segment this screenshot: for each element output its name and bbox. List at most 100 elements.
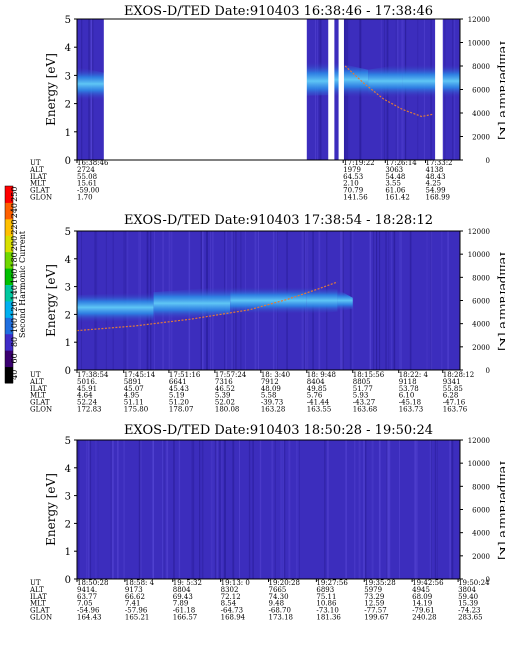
colorbar-tick-label: 80	[10, 337, 19, 347]
spectrum-streak	[178, 440, 181, 579]
temperature-tick-label: 4000	[472, 321, 490, 329]
orbit-value: 163.55	[307, 406, 332, 414]
colorbar-tick-label: 60	[10, 353, 19, 363]
orbit-value: 18:58: 4	[125, 579, 155, 587]
orbit-value: 5.39	[215, 392, 231, 400]
energy-tick-label: 0	[65, 366, 71, 377]
orbit-value: 9173	[125, 586, 143, 594]
orbit-value: 54.99	[426, 187, 446, 195]
spectrum-streak	[414, 440, 416, 579]
orbit-value: 10.86	[316, 600, 337, 608]
spectrogram-panel-3: EXOS-D/TED Date:910403 18:50:28 - 19:50:…	[29, 423, 505, 622]
orbit-value: 18: 3:40	[261, 371, 290, 379]
orbit-row-label: MLT	[30, 600, 46, 608]
energy-tick-label: 3	[65, 71, 71, 82]
orbit-value: 7665	[269, 586, 287, 594]
spectrum-streak	[386, 440, 388, 579]
spectrum-streak	[162, 440, 164, 579]
spectrum-streak	[110, 440, 112, 579]
orbit-value: 18: 9:48	[307, 371, 336, 379]
energy-tick-label: 4	[65, 464, 71, 475]
temperature-axis-label: Temperature [K]	[497, 250, 505, 351]
spectrum-streak	[415, 440, 417, 579]
colorbar-tick-label: 250	[10, 187, 19, 202]
orbit-value: 181.36	[316, 614, 341, 622]
orbit-value: 17:38:54	[77, 371, 109, 379]
orbit-value: 8.54	[221, 600, 237, 608]
spectrum-streak	[388, 231, 390, 370]
orbit-value: 2724	[77, 166, 95, 174]
temperature-tick-label: 8000	[472, 274, 490, 282]
orbit-value: 19:42:56	[412, 579, 444, 587]
orbit-value: 6641	[169, 378, 187, 386]
spectrum-streak	[166, 440, 169, 579]
orbit-value: 12.59	[364, 600, 384, 608]
spectrum-streak	[259, 440, 262, 579]
panel-title: EXOS-D/TED Date:910403 17:38:54 - 18:28:…	[124, 213, 433, 228]
orbit-value: 54.48	[385, 173, 405, 181]
temperature-tick-label: 10000	[468, 40, 490, 48]
spectrum-streak	[210, 440, 212, 579]
spectrum-streak	[451, 440, 454, 579]
orbit-value: 161.42	[385, 194, 410, 202]
data-gap	[103, 19, 307, 160]
temperature-trace	[77, 281, 338, 332]
orbit-value: 4.25	[426, 180, 442, 188]
orbit-row-label: ALT	[29, 378, 44, 386]
orbit-value: 19: 5:32	[173, 579, 202, 587]
temperature-tick-label: 0	[486, 157, 490, 165]
colorbar-segment	[5, 317, 13, 335]
orbit-value: 165.21	[125, 614, 150, 622]
orbit-value: 64.53	[343, 173, 363, 181]
orbit-value: 55.08	[77, 173, 97, 181]
colorbar-frame	[4, 185, 14, 384]
orbit-value: -73.10	[316, 607, 338, 615]
temperature-tick-label: 8000	[472, 63, 490, 71]
orbit-value: 55.85	[443, 385, 463, 393]
orbit-value: 53.78	[399, 385, 419, 393]
orbit-value: -59.00	[77, 187, 99, 195]
spectrum-streak	[117, 440, 119, 579]
spectrum-streak	[87, 440, 90, 579]
temperature-tick-label: 0	[486, 576, 490, 584]
plasma-band-segment	[153, 286, 231, 320]
colorbar-segment	[5, 366, 13, 384]
orbit-value: 18:22: 4	[399, 371, 429, 379]
energy-tick-label: 2	[65, 310, 71, 321]
spectrum-streak	[369, 231, 371, 370]
spectrum-streak	[201, 440, 204, 579]
spectrum-streak	[373, 231, 375, 370]
colorbar-tick-label: 180	[10, 252, 19, 267]
spectrum-streak	[98, 440, 99, 579]
orbit-value: 59.40	[458, 593, 478, 601]
spectrum-streak	[86, 440, 87, 579]
orbit-value: 283.65	[458, 614, 483, 622]
temperature-tick-label: 6000	[472, 298, 490, 306]
orbit-row-label: UT	[30, 579, 41, 587]
spectrum-streak	[284, 440, 286, 579]
orbit-value: 17:19:22	[343, 159, 374, 167]
data-gap	[328, 19, 335, 160]
spectrum-streak	[393, 231, 396, 370]
spectrum-streak	[78, 440, 80, 579]
spectrum-streak	[354, 440, 356, 579]
plot-area	[77, 19, 460, 160]
orbit-value: 17:51:16	[169, 371, 201, 379]
colorbar-segment	[5, 235, 13, 253]
orbit-value: 18:15:56	[353, 371, 385, 379]
spectrum-streak	[449, 440, 452, 579]
orbit-value: 19:13: 0	[221, 579, 250, 587]
data-gap	[338, 19, 344, 160]
orbit-value: 7.89	[173, 600, 189, 608]
orbit-value: 51.11	[124, 399, 144, 407]
spectrum-streak	[369, 231, 372, 370]
temperature-tick-label: 12000	[468, 16, 490, 24]
spectrum-streak	[345, 440, 347, 579]
orbit-value: 51.20	[169, 399, 189, 407]
colorbar-tick-label: 200	[10, 236, 19, 251]
spectrum-streak	[371, 440, 374, 579]
orbit-row-label: GLAT	[30, 607, 50, 615]
energy-tick-label: 4	[65, 43, 71, 54]
orbit-value: 180.08	[215, 406, 240, 414]
